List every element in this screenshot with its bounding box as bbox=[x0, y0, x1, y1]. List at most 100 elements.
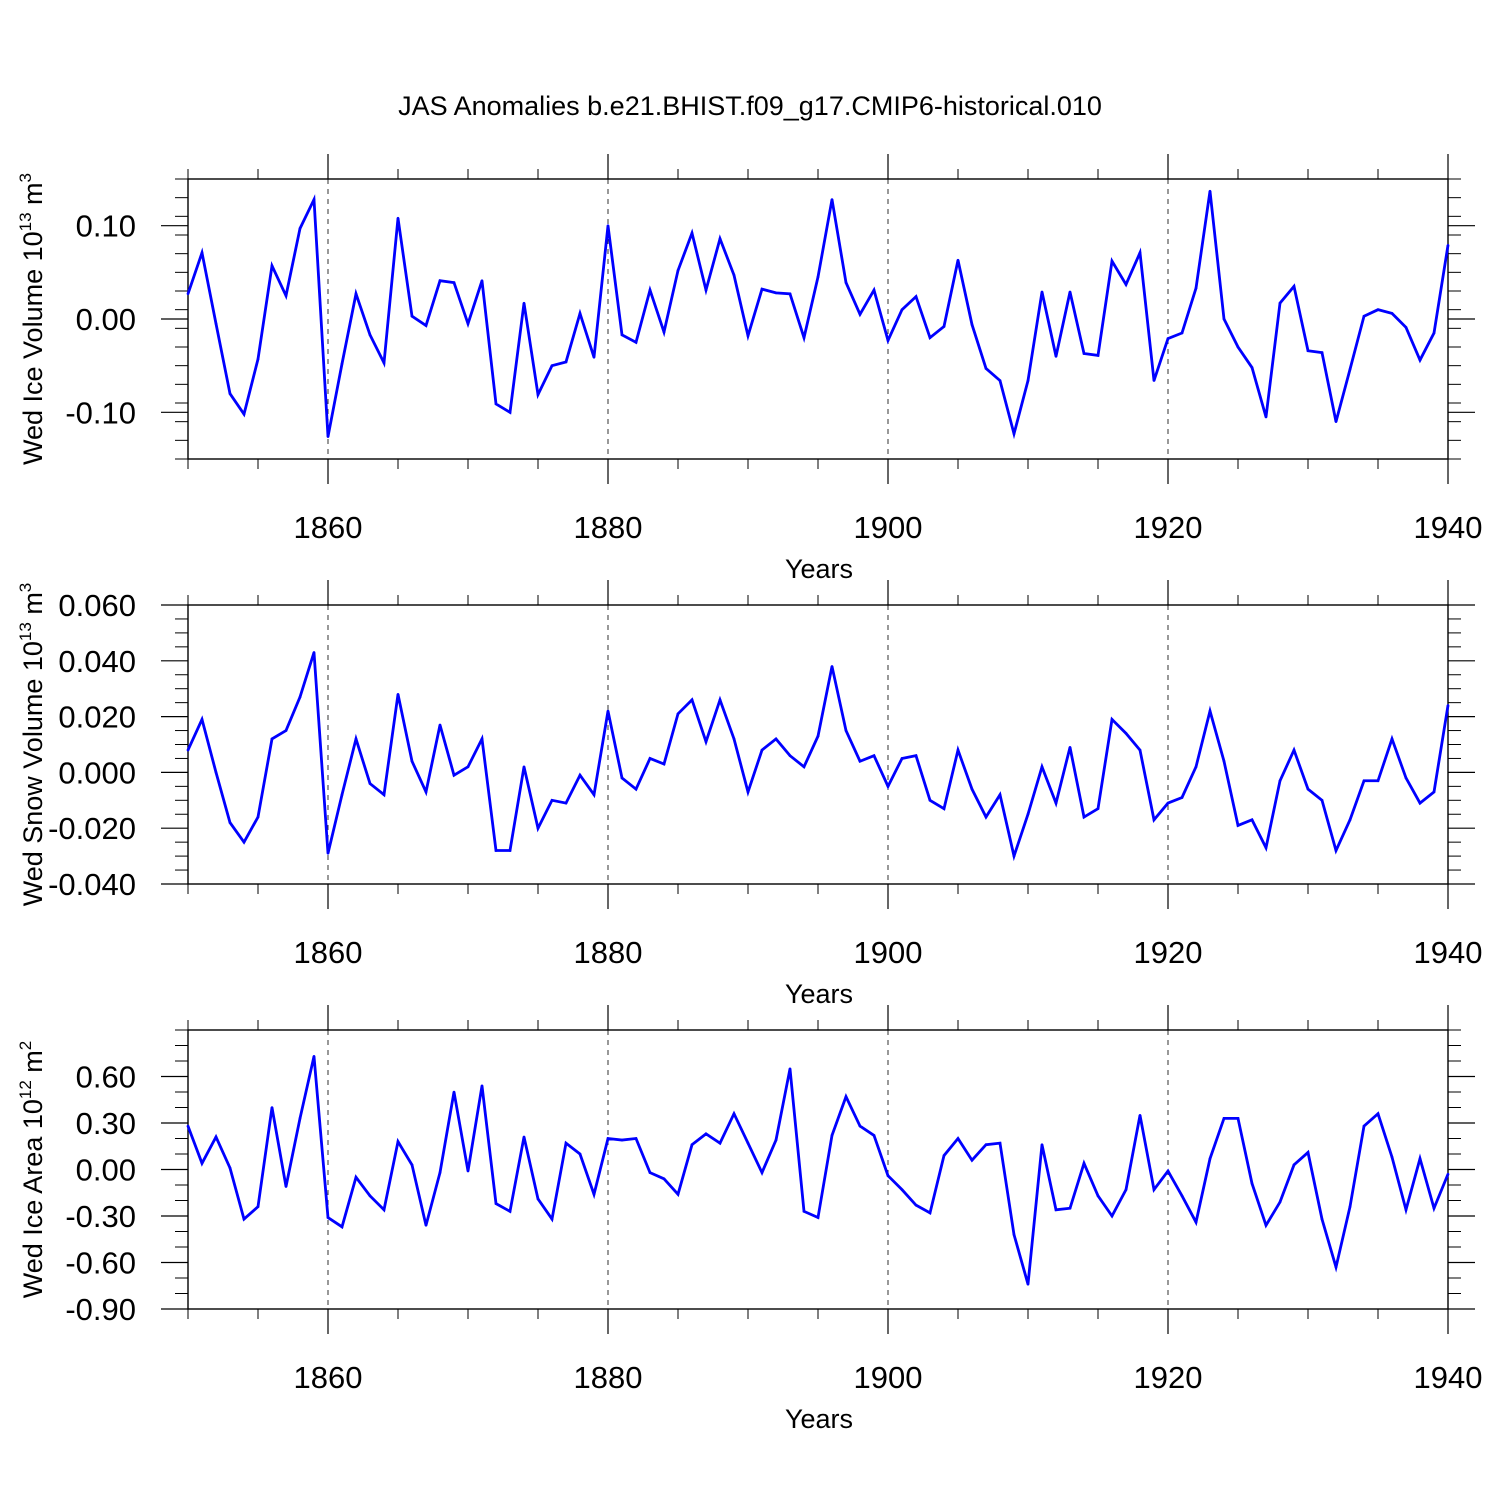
x-tick-label: 1940 bbox=[1414, 510, 1483, 545]
data-point bbox=[1390, 312, 1394, 315]
plot-frame bbox=[187, 1029, 1449, 1310]
data-point bbox=[956, 1137, 960, 1140]
data-point bbox=[1306, 787, 1310, 791]
data-point bbox=[592, 793, 596, 797]
x-tick-label: 1920 bbox=[1134, 510, 1203, 545]
y-tick-label: 0.040 bbox=[58, 644, 136, 679]
data-point bbox=[760, 748, 764, 752]
data-point bbox=[200, 1162, 204, 1165]
data-point bbox=[466, 322, 470, 325]
data-point bbox=[1320, 1217, 1324, 1221]
data-point bbox=[382, 1208, 386, 1212]
data-point bbox=[620, 776, 624, 780]
data-point bbox=[396, 692, 400, 696]
data-point bbox=[522, 765, 526, 769]
data-point bbox=[1236, 345, 1240, 349]
data-point bbox=[256, 357, 260, 361]
data-point bbox=[718, 1141, 722, 1145]
data-point bbox=[886, 339, 890, 342]
data-point bbox=[214, 1135, 218, 1139]
data-point bbox=[396, 1140, 400, 1143]
data-point bbox=[648, 288, 652, 292]
y-tick-label: -0.90 bbox=[65, 1292, 136, 1327]
data-point bbox=[1334, 849, 1338, 852]
data-point bbox=[1096, 1194, 1100, 1198]
chart-title: JAS Anomalies b.e21.BHIST.f09_g17.CMIP6-… bbox=[398, 91, 1102, 121]
y-tick-label: 0.10 bbox=[76, 209, 136, 244]
data-point bbox=[354, 292, 358, 296]
chart-panel-2: 1860 1880 1900 1920 1940 -0.040 -0.020 0.000 0.0… bbox=[16, 580, 1482, 1009]
data-point bbox=[662, 762, 666, 766]
data-point bbox=[578, 773, 582, 777]
data-point bbox=[1166, 801, 1170, 805]
x-tick-label: 1900 bbox=[854, 510, 923, 545]
data-point bbox=[228, 1166, 232, 1170]
data-point bbox=[1026, 379, 1030, 382]
data-point bbox=[900, 308, 904, 311]
x-tick-label: 1860 bbox=[294, 1360, 363, 1395]
data-point bbox=[858, 313, 862, 316]
data-point bbox=[1334, 420, 1338, 423]
x-axis-label: Years bbox=[785, 979, 853, 1009]
data-point bbox=[410, 314, 414, 318]
data-point bbox=[1362, 779, 1366, 783]
data-point bbox=[508, 411, 512, 414]
y-axis-label: Wed Ice Area 1012 m2 bbox=[16, 1041, 48, 1299]
data-point bbox=[914, 295, 918, 298]
data-point bbox=[1264, 415, 1268, 419]
data-point bbox=[956, 748, 960, 752]
data-point bbox=[1432, 331, 1436, 335]
data-point bbox=[774, 737, 778, 741]
data-point bbox=[1446, 243, 1450, 247]
x-tick-label: 1920 bbox=[1134, 935, 1203, 970]
data-point bbox=[606, 1137, 610, 1140]
data-point bbox=[340, 1225, 344, 1229]
data-point bbox=[1320, 351, 1324, 354]
data-point bbox=[956, 258, 960, 262]
data-point bbox=[662, 1177, 666, 1181]
data-point bbox=[1138, 251, 1142, 255]
y-tick-label: 0.000 bbox=[58, 755, 136, 790]
data-point bbox=[508, 849, 512, 852]
data-point bbox=[326, 435, 330, 438]
data-point bbox=[760, 287, 764, 291]
data-point bbox=[1124, 1188, 1128, 1191]
data-point bbox=[536, 1197, 540, 1201]
data-point bbox=[690, 1143, 694, 1146]
data-point bbox=[900, 757, 904, 760]
data-point bbox=[1152, 379, 1156, 382]
data-point bbox=[1040, 290, 1044, 294]
data-point bbox=[844, 729, 848, 732]
data-point bbox=[1166, 337, 1170, 340]
data-point bbox=[1432, 1206, 1436, 1210]
data-point bbox=[256, 815, 260, 819]
data-point bbox=[1376, 1112, 1380, 1115]
x-tick-label: 1880 bbox=[574, 1360, 643, 1395]
series-line bbox=[186, 190, 1450, 440]
data-point bbox=[368, 1194, 372, 1198]
data-point bbox=[522, 1135, 526, 1139]
data-point bbox=[438, 1171, 442, 1174]
x-tick-label: 1900 bbox=[854, 935, 923, 970]
data-point bbox=[620, 333, 624, 337]
data-point bbox=[760, 1171, 764, 1174]
data-point bbox=[1250, 818, 1254, 822]
x-tick-label: 1880 bbox=[574, 510, 643, 545]
data-point bbox=[508, 1210, 512, 1213]
data-point bbox=[200, 718, 204, 721]
data-point bbox=[312, 198, 316, 201]
data-point bbox=[634, 341, 638, 344]
data-point bbox=[1348, 368, 1352, 371]
data-point bbox=[1194, 286, 1198, 290]
data-point bbox=[494, 1202, 498, 1205]
data-point bbox=[1138, 748, 1142, 752]
data-point bbox=[452, 1090, 456, 1094]
data-point bbox=[452, 773, 456, 777]
data-point bbox=[1236, 1117, 1240, 1120]
data-point bbox=[438, 723, 442, 727]
data-point bbox=[1110, 259, 1114, 263]
data-point bbox=[1166, 1169, 1170, 1173]
data-point bbox=[186, 1124, 190, 1128]
data-point bbox=[424, 1224, 428, 1227]
data-point bbox=[382, 361, 386, 365]
